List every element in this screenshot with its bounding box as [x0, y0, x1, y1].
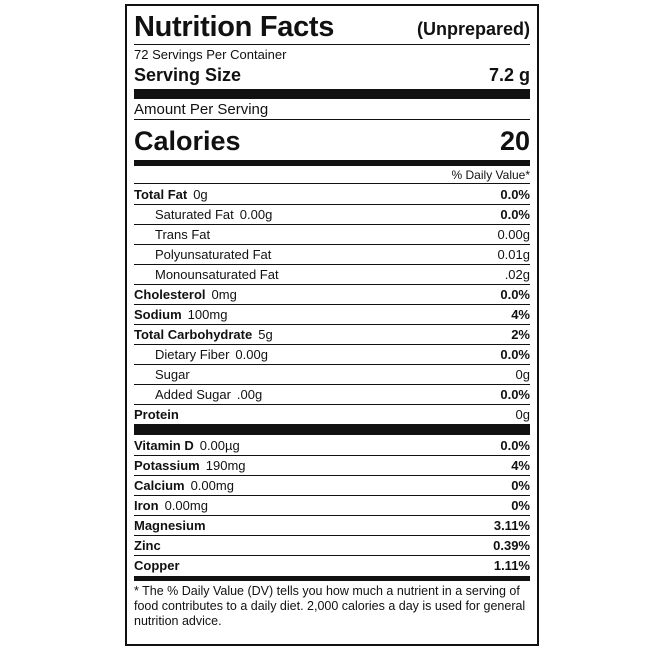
calories-label: Calories	[134, 126, 241, 156]
nutrient-row: Dietary Fiber 0.00g 0.0%	[134, 344, 530, 364]
subtitle: (Unprepared)	[416, 19, 530, 39]
nutrient-row: Trans Fat 0.00g	[134, 224, 530, 244]
nutrient-name: Sugar	[155, 367, 190, 382]
nutrient-amount: 0g	[515, 407, 530, 422]
nutrient-row: Iron 0.00mg 0%	[134, 495, 530, 515]
nutrition-label: Nutrition Facts (Unprepared) 72 Servings…	[125, 4, 539, 646]
nutrient-name: Saturated Fat	[155, 207, 234, 222]
nutrient-name: Calcium	[134, 478, 185, 493]
nutrient-name: Dietary Fiber	[155, 347, 230, 362]
nutrient-row: Zinc 0.39%	[134, 535, 530, 555]
nutrient-row: Magnesium 3.11%	[134, 515, 530, 535]
nutrient-amount: 190mg	[205, 458, 246, 473]
nutrient-amount: .02g	[504, 267, 530, 282]
nutrient-row: Copper 1.11%	[134, 555, 530, 575]
nutrient-row: Added Sugar .00g 0.0%	[134, 384, 530, 404]
nutrient-row: Saturated Fat 0.00g 0.0%	[134, 204, 530, 224]
nutrient-amount: 0.00µg	[199, 437, 240, 453]
thick-bar	[134, 576, 530, 581]
daily-value: 4%	[511, 307, 530, 322]
nutrient-name: Polyunsaturated Fat	[155, 247, 272, 262]
nutrient-name: Vitamin D	[134, 437, 194, 453]
nutrient-row: Monounsaturated Fat .02g	[134, 264, 530, 284]
nutrient-row: Vitamin D 0.00µg 0.0%	[134, 435, 530, 455]
daily-value: 0.0%	[500, 186, 530, 202]
footnote: * The % Daily Value (DV) tells you how m…	[134, 584, 526, 628]
daily-value: 0%	[511, 498, 530, 513]
nutrient-name: Zinc	[134, 538, 161, 553]
nutrient-name: Added Sugar	[155, 387, 231, 402]
daily-value: 0.0%	[500, 347, 530, 362]
daily-value: 0%	[511, 478, 530, 493]
daily-value: 0.39%	[493, 538, 530, 553]
title-row: Nutrition Facts (Unprepared)	[134, 6, 530, 45]
nutrient-row: Total Fat 0g 0.0%	[134, 184, 530, 204]
serving-size-label: Serving Size	[134, 65, 242, 85]
nutrient-amount: 0g	[515, 367, 530, 382]
nutrient-name: Potassium	[134, 458, 200, 473]
nutrient-name: Sodium	[134, 307, 182, 322]
serving-size: 7.2 g	[488, 65, 530, 85]
nutrient-name: Cholesterol	[134, 287, 206, 302]
amount-per-serving: Amount Per Serving	[134, 99, 530, 120]
nutrient-amount: 0.00g	[497, 227, 530, 242]
nutrient-amount: .00g	[236, 387, 263, 402]
calories-row: Calories 20	[134, 120, 530, 160]
nutrient-row: Sugar 0g	[134, 364, 530, 384]
calories: 20	[499, 126, 530, 156]
daily-value: 0.0%	[500, 287, 530, 302]
nutrient-amount: 0.00g	[235, 347, 268, 362]
nutrient-name: Monounsaturated Fat	[155, 267, 279, 282]
nutrient-row: Polyunsaturated Fat 0.01g	[134, 244, 530, 264]
thick-bar	[134, 89, 530, 99]
nutrient-name: Copper	[134, 558, 180, 573]
daily-value: 4%	[511, 458, 530, 473]
nutrient-row: Cholesterol 0mg 0.0%	[134, 284, 530, 304]
nutrient-amount: 100mg	[187, 307, 228, 322]
nutrient-name: Protein	[134, 407, 179, 422]
nutrient-row: Calcium 0.00mg 0%	[134, 475, 530, 495]
serving-size-row: Serving Size 7.2 g	[134, 63, 530, 87]
title: Nutrition Facts	[134, 11, 335, 43]
nutrient-name: Total Carbohydrate	[134, 327, 253, 342]
dv-header: % Daily Value*	[134, 166, 530, 184]
nutrient-name: Trans Fat	[155, 227, 211, 242]
mineral-list: Vitamin D 0.00µg 0.0% Potassium 190mg 4% Calci…	[134, 435, 530, 575]
nutrient-amount: 5g	[258, 327, 273, 342]
nutrient-name: Total Fat	[134, 186, 188, 202]
nutrient-list: Total Fat 0g 0.0% Saturated Fat 0.00g 0.0% Tra…	[134, 184, 530, 424]
daily-value: 0.0%	[500, 207, 530, 222]
nutrient-amount: 0.00mg	[164, 498, 208, 513]
thick-bar	[134, 424, 530, 435]
nutrient-row: Potassium 190mg 4%	[134, 455, 530, 475]
daily-value: 1.11%	[493, 558, 530, 573]
nutrient-amount: 0.01g	[497, 247, 530, 262]
daily-value: 0.0%	[500, 387, 530, 402]
nutrient-name: Magnesium	[134, 518, 206, 533]
thick-bar	[134, 160, 530, 166]
nutrient-row: Protein 0g	[134, 404, 530, 424]
nutrient-name: Iron	[134, 498, 159, 513]
nutrient-amount: 0g	[193, 186, 208, 202]
nutrient-row: Sodium 100mg 4%	[134, 304, 530, 324]
nutrient-amount: 0.00mg	[190, 478, 234, 493]
servings: 72 Servings Per Container	[134, 47, 287, 62]
daily-value: 2%	[511, 327, 530, 342]
nutrient-amount: 0.00g	[239, 207, 273, 222]
nutrient-amount: 0mg	[211, 287, 237, 302]
nutrient-row: Total Carbohydrate 5g 2%	[134, 324, 530, 344]
daily-value: 0.0%	[500, 437, 530, 453]
daily-value: 3.11%	[493, 518, 530, 533]
